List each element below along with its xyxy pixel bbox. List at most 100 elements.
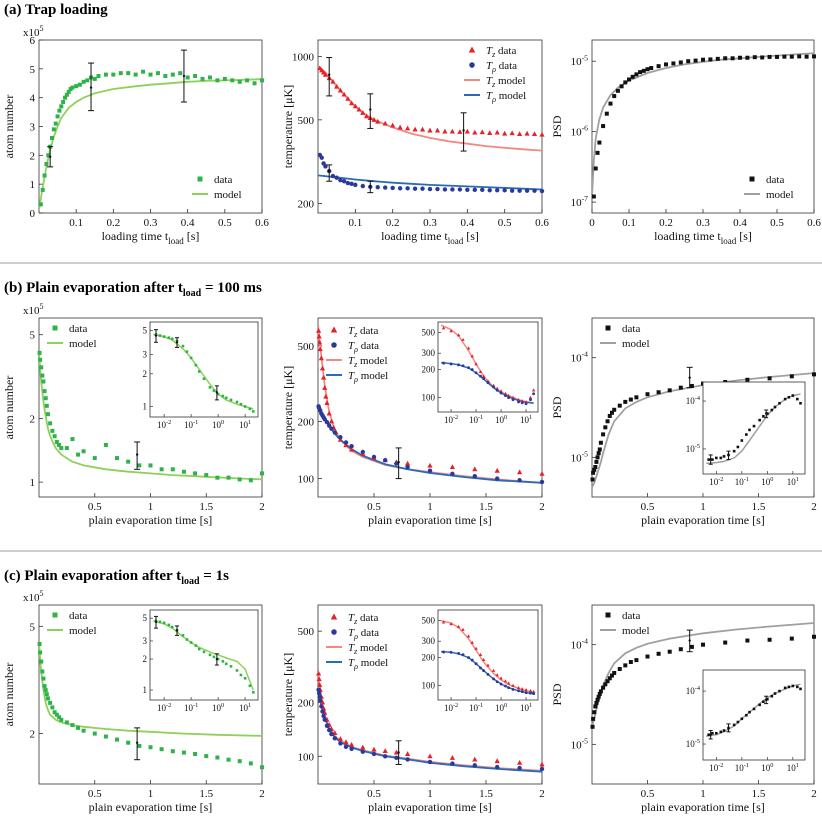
data-point: [207, 75, 212, 80]
data-point: [141, 69, 146, 74]
section-title: (a) Trap loading: [4, 2, 108, 18]
data-point: [38, 650, 43, 655]
data-point: [137, 463, 142, 468]
data-point: [427, 462, 433, 468]
inset-c3: 10-2 10-1 100 101 10-5 10-4: [686, 669, 806, 773]
x-axis-label: plain evaporation time [s]: [641, 513, 765, 527]
data-point: [708, 57, 713, 62]
data-point: [461, 364, 465, 368]
legend-label: Tz data: [486, 45, 516, 59]
data-point: [316, 676, 322, 682]
data-point: [667, 649, 672, 654]
data-point: [133, 72, 138, 77]
data-point: [92, 731, 97, 736]
data-point: [405, 186, 410, 191]
data-point: [235, 669, 239, 672]
data-point: [745, 55, 750, 60]
tick-label: 1: [427, 501, 433, 513]
data-point: [200, 76, 205, 81]
legend-label: Tz data: [348, 612, 378, 626]
data-point: [511, 395, 515, 399]
tick-label: 0.3: [423, 217, 437, 229]
legend-label: Tz model: [348, 355, 388, 369]
data-point: [701, 57, 705, 62]
data-point: [539, 761, 545, 767]
legend: data model: [47, 610, 97, 637]
data-point: [167, 623, 171, 627]
data-point: [449, 464, 455, 470]
data-point: [604, 111, 609, 116]
data-point: [81, 79, 86, 84]
tick-label: 0.4: [181, 217, 195, 229]
error-bar-center: [89, 86, 93, 89]
data-point: [593, 464, 598, 469]
tick-label: 1.5: [752, 501, 766, 513]
data-point: [405, 464, 410, 470]
data-point: [43, 396, 48, 401]
tick-label: 101: [520, 702, 532, 713]
data-point: [229, 398, 233, 402]
data-point: [472, 756, 478, 762]
data-point: [53, 121, 58, 126]
data-point: [330, 326, 338, 333]
data-point: [528, 395, 533, 399]
data-point: [487, 188, 492, 193]
data-point: [457, 651, 461, 655]
data-point: [319, 704, 324, 709]
data-point: [773, 692, 777, 695]
tick-label: 0.5: [641, 788, 655, 800]
data-point: [237, 759, 242, 764]
data-point: [715, 456, 718, 460]
tick-label: 6: [30, 35, 36, 47]
data-point: [442, 650, 445, 654]
data-point: [797, 54, 802, 59]
data-point: [260, 78, 264, 83]
data-point: [405, 757, 410, 762]
data-point: [52, 612, 58, 618]
data-point: [341, 179, 347, 184]
data-point: [531, 388, 536, 392]
data-point: [412, 186, 418, 191]
data-point: [405, 751, 411, 756]
data-point: [322, 709, 328, 715]
error-bar-center: [397, 751, 400, 754]
tick-label: 101: [787, 476, 799, 487]
data-point: [320, 709, 325, 714]
data-point: [590, 724, 595, 729]
data-point: [782, 54, 787, 59]
tick-label: 0.1: [348, 217, 362, 229]
chart-c1: 0.5 1 1.5 2 2 5 x105 plain evaporation time [s]…: [2, 589, 265, 814]
data-point: [383, 457, 388, 463]
y-axis-label: temperature [μK]: [281, 366, 295, 449]
data-point: [603, 425, 608, 430]
tick-label: 0.5: [367, 501, 381, 513]
data-point: [360, 749, 365, 754]
data-point: [627, 77, 631, 82]
tick-label: 1: [427, 788, 433, 800]
tick-label: 10-5: [571, 736, 589, 751]
tick-label: 0.6: [535, 217, 549, 229]
data-point: [678, 647, 683, 652]
data-point: [319, 365, 326, 371]
data-point: [773, 405, 777, 409]
tick-label: 100: [212, 702, 224, 713]
data-point: [248, 407, 252, 411]
data-point: [390, 185, 395, 191]
data-point: [64, 446, 69, 451]
data-point: [628, 659, 633, 664]
data-point: [494, 129, 500, 135]
tick-label: 1: [148, 501, 154, 513]
data-point: [470, 368, 474, 372]
inset-frame: [702, 381, 806, 475]
data-point: [715, 731, 718, 735]
data-point: [506, 681, 511, 685]
tick-label: 100: [495, 702, 507, 713]
data-point: [331, 342, 337, 348]
data-point: [322, 385, 328, 390]
data-point: [64, 92, 69, 97]
data-point: [778, 401, 781, 405]
tick-label: 1.5: [479, 501, 493, 513]
data-point: [479, 129, 485, 135]
